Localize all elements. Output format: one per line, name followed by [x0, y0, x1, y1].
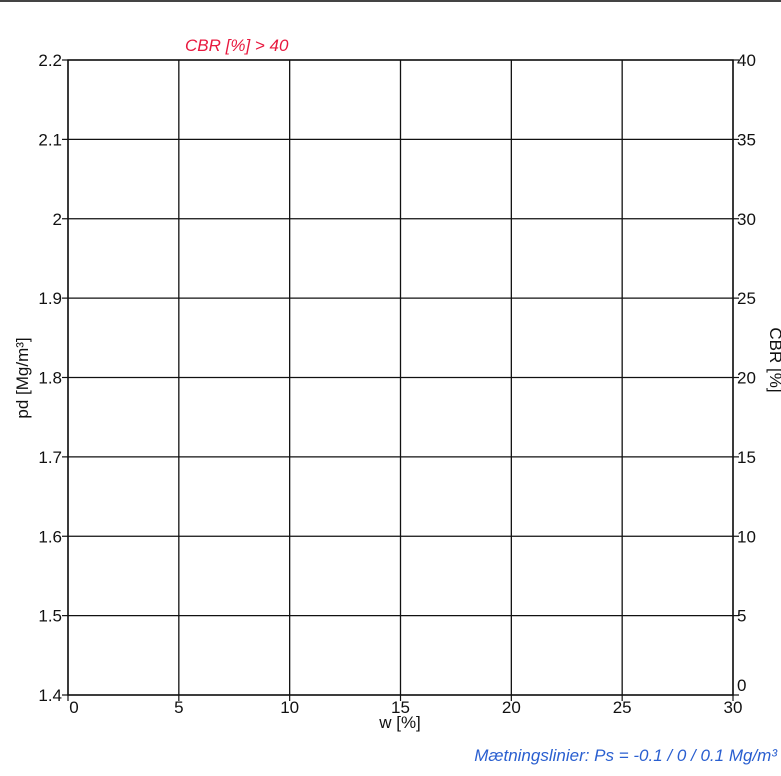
y2-axis-ticks: 0 5 10 15 20 25 30 35 40 [733, 51, 756, 696]
x-tick-label: 10 [280, 698, 299, 717]
y2-tick-label: 35 [737, 130, 756, 149]
cbr-threshold-note: CBR [%] > 40 [185, 36, 289, 55]
y-tick-label: 1.5 [38, 607, 62, 626]
y-tick-label: 2.1 [38, 130, 62, 149]
y-tick-label: 2 [53, 210, 62, 229]
grid-lines [67, 59, 734, 696]
y2-tick-label: 25 [737, 289, 756, 308]
x-axis-label: w [%] [378, 713, 421, 732]
y2-tick-label: 0 [737, 676, 746, 695]
x-tick-label: 25 [613, 698, 632, 717]
y-tick-label: 1.6 [38, 527, 62, 546]
y2-tick-label: 30 [737, 210, 756, 229]
x-tick-label: 20 [502, 698, 521, 717]
x-tick-label: 0 [69, 698, 78, 717]
y2-tick-label: 20 [737, 369, 756, 388]
y-tick-label: 1.8 [38, 369, 62, 388]
x-axis-ticks: 0 5 10 15 20 25 30 [67, 695, 743, 717]
y-axis-ticks: 1.4 1.5 1.6 1.7 1.8 1.9 2 2.1 2.2 [38, 51, 68, 705]
x-tick-label: 15 [391, 698, 410, 717]
y2-tick-label: 15 [737, 448, 756, 467]
saturation-lines-note: Mætningslinier: Ps = -0.1 / 0 / 0.1 Mg/m… [474, 746, 778, 765]
y2-axis-label: CBR [%] [766, 327, 781, 392]
y-tick-label: 1.9 [38, 289, 62, 308]
y2-tick-label: 10 [737, 527, 756, 546]
y2-tick-label: 5 [737, 607, 746, 626]
top-border-line [0, 0, 781, 2]
x-tick-label: 5 [174, 698, 183, 717]
x-tick-label: 30 [724, 698, 743, 717]
y2-tick-label: 40 [737, 51, 756, 70]
y-tick-label: 2.2 [38, 51, 62, 70]
y-tick-label: 1.4 [38, 686, 62, 705]
y-axis-label: pd [Mg/m³] [13, 337, 32, 418]
y-tick-label: 1.7 [38, 448, 62, 467]
